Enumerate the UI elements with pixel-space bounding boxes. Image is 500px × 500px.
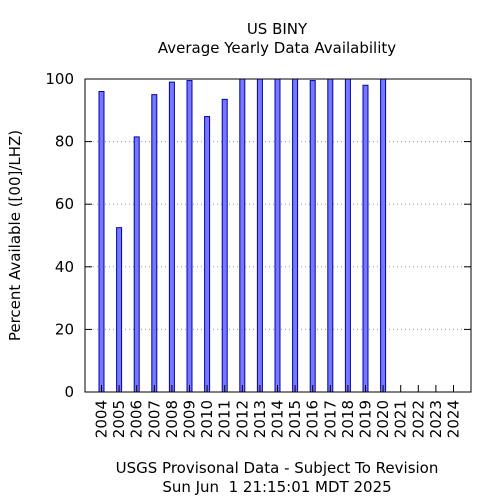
bar-2010 [204,116,211,393]
y-tick-label: 100 [45,70,74,88]
y-tick-label: 20 [55,320,74,338]
x-tick-label-2007: 2007 [145,400,163,438]
x-tick-label-2022: 2022 [409,400,427,438]
bar-2004 [98,91,105,393]
x-tick-label-2014: 2014 [269,400,287,438]
x-axis-label: USGS Provisonal Data - Subject To Revisi… [116,459,439,477]
bar-2015 [292,78,299,393]
x-tick-label-2018: 2018 [339,400,357,438]
y-tick-label: 40 [55,258,74,276]
x-tick-label-2011: 2011 [216,400,234,438]
x-tick-label-2006: 2006 [128,400,146,438]
timestamp: Sun Jun 1 21:15:01 MDT 2025 [162,478,391,496]
x-tick-label-2017: 2017 [321,400,339,438]
x-tick-label-2012: 2012 [233,400,251,438]
bar-2011 [221,98,228,393]
y-tick-label: 0 [64,383,74,401]
bar-2019 [362,84,369,393]
bar-2014 [274,78,281,393]
bars [98,78,387,393]
x-tick-label-2004: 2004 [93,400,111,438]
bar-2020 [380,78,387,393]
chart-title: US BINY [247,20,308,38]
x-tick-label-2010: 2010 [198,400,216,438]
x-tick-label-2015: 2015 [286,400,304,438]
bar-2006 [133,136,140,393]
bar-2008 [168,81,175,393]
y-tick-label: 60 [55,195,74,213]
x-tick-label-2013: 2013 [251,400,269,438]
x-ticks: 2004 2005 2006 2007 2008 2009 2010 2011 2012 2013… [93,385,463,438]
x-tick-label-2009: 2009 [181,400,199,438]
bar-2016 [309,80,316,393]
y-axis-label: Percent Available ([00]/LHZ) [6,130,24,341]
bar-2017 [327,78,334,393]
x-tick-label-2005: 2005 [110,400,128,438]
x-tick-label-2023: 2023 [427,400,445,438]
y-tick-label: 80 [55,133,74,151]
bar-2018 [344,78,351,393]
chart-subtitle: Average Yearly Data Availability [158,39,396,57]
x-tick-label-2008: 2008 [163,400,181,438]
bar-2005 [116,227,123,393]
x-tick-label-2024: 2024 [445,400,463,438]
y-ticks: 0 20 40 60 80 100 [45,70,471,401]
bar-2009 [186,80,193,393]
x-tick-label-2020: 2020 [374,400,392,438]
bar-2007 [151,94,158,393]
x-tick-label-2019: 2019 [357,400,375,438]
x-tick-label-2016: 2016 [304,400,322,438]
bar-2013 [256,78,263,393]
x-tick-label-2021: 2021 [392,400,410,438]
bar-2012 [239,78,246,393]
